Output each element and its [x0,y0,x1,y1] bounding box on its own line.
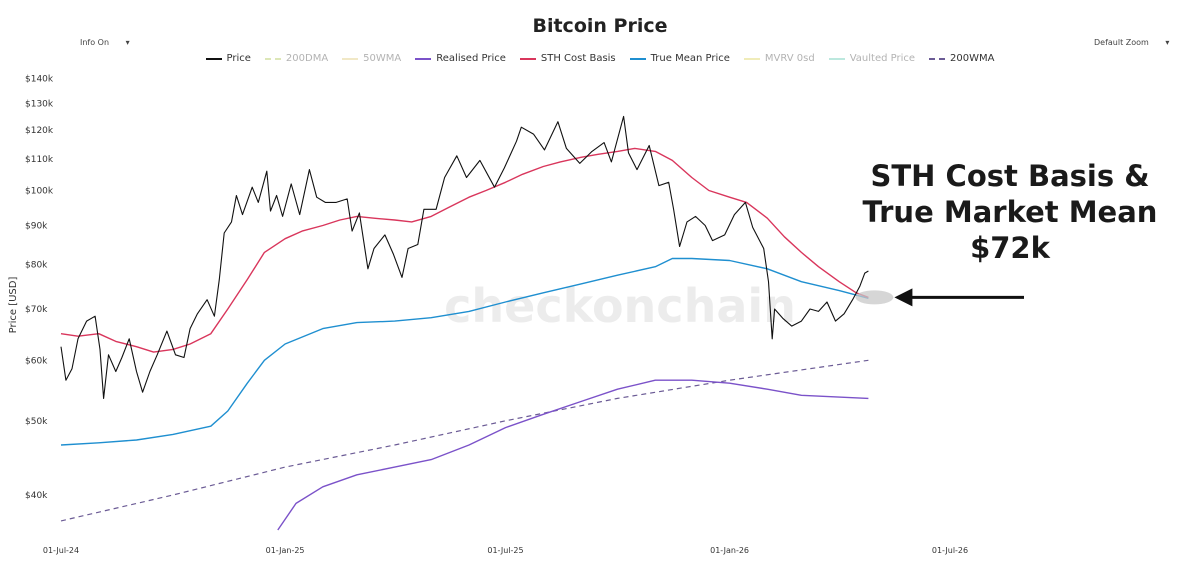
legend-item-realised-price[interactable]: Realised Price [415,53,506,64]
legend-swatch [264,57,281,60]
arrow-left-icon [894,288,913,307]
annotation-highlight [855,290,894,305]
y-tick-label: $100k [25,187,54,197]
series-line-sth-cost-basis [60,147,869,353]
chevron-down-icon: ▾ [1165,38,1170,47]
legend-label: True Mean Price [650,53,730,64]
legend-swatch [205,57,222,60]
y-axis: $40k $50k $60k $70k $80k $90k $100k $110k $120k $… [25,75,54,501]
x-tick-label: 01-Jan-25 [266,546,305,555]
legend-label: Realised Price [436,53,506,64]
legend-swatch [743,57,760,60]
legend-label: 200DMA [285,53,329,64]
watermark: checkonchain [444,279,796,333]
y-tick-label: $90k [25,222,48,232]
legend-swatch [828,57,845,60]
y-tick-label: $70k [25,305,48,315]
x-tick-label: 01-Jul-26 [932,546,968,555]
annotation-line-3: $72k [970,231,1050,265]
series-line-true-mean-price [60,257,869,446]
legend-swatch [342,57,359,60]
legend-item-vaulted-price[interactable]: Vaulted Price [828,53,916,64]
legend-swatch [519,57,536,60]
y-axis-label: Price [USD] [8,277,19,334]
zoom-select[interactable]: Default Zoom ▾ [1094,38,1169,47]
legend-swatch [629,57,646,60]
y-tick-label: $120k [25,126,54,136]
info-toggle[interactable]: Info On ▾ [80,38,130,47]
legend-item-50wma[interactable]: 50WMA [342,53,401,64]
series-layer [60,115,869,531]
x-tick-label: 01-Jul-25 [487,546,523,555]
y-tick-label: $140k [25,75,54,85]
legend-label: 200WMA [950,53,995,64]
x-axis: 01-Jul-24 01-Jan-25 01-Jul-25 01-Jan-26 01-J… [43,546,968,555]
legend-label: MVRV 0sd [764,53,815,64]
legend-item-price[interactable]: Price [205,53,251,64]
legend-item-mvrv-0sd[interactable]: MVRV 0sd [743,53,815,64]
y-tick-label: $110k [25,155,54,165]
y-tick-label: $130k [25,99,54,109]
annotation-text: STH Cost Basis & True Market Mean $72k [860,158,1160,266]
legend-swatch [415,57,432,60]
y-tick-label: $80k [25,261,48,271]
chart-legend: Price 200DMA 50WMA Realised Price STH Cost B… [0,53,1200,64]
legend-item-sth-cost-basis[interactable]: STH Cost Basis [519,53,616,64]
legend-item-200dma[interactable]: 200DMA [264,53,329,64]
series-line-200wma [60,359,869,522]
legend-item-true-mean-price[interactable]: True Mean Price [629,53,730,64]
y-tick-label: $50k [25,417,48,427]
y-tick-label: $60k [25,356,48,366]
legend-label: Price [226,53,251,64]
legend-label: 50WMA [363,53,402,64]
legend-label: STH Cost Basis [540,53,616,64]
legend-label: Vaulted Price [849,53,916,64]
series-line-realised-price [277,379,869,531]
legend-item-200wma[interactable]: 200WMA [929,53,994,64]
info-toggle-label: Info On [80,38,110,47]
x-tick-label: 01-Jul-24 [43,546,79,555]
annotation-line-1: STH Cost Basis & [870,159,1150,193]
x-tick-label: 01-Jan-26 [710,546,749,555]
zoom-select-label: Default Zoom [1094,38,1149,47]
chevron-down-icon: ▾ [125,38,130,47]
annotation-layer [855,288,1024,307]
legend-swatch [929,57,946,60]
y-tick-label: $40k [25,491,48,501]
annotation-line-2: True Market Mean [862,195,1158,229]
chart-title: Bitcoin Price [532,15,668,37]
series-line-price [60,115,869,399]
